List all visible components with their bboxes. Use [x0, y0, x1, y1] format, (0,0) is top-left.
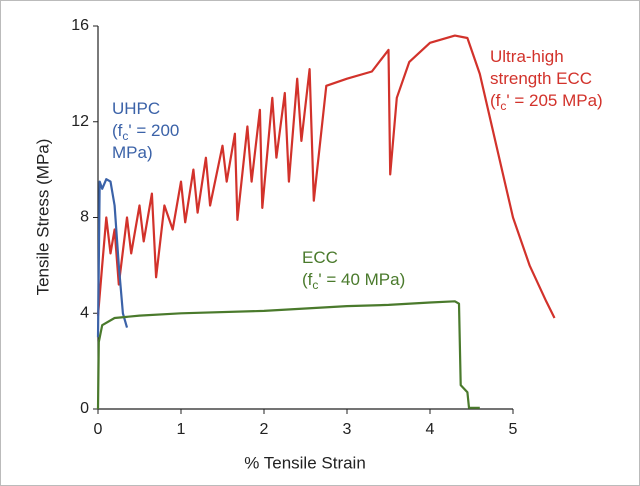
x-tick-label: 5 [509, 421, 518, 438]
annotation-subscript: c [122, 129, 128, 143]
annotation-text: ' = 40 MPa) [318, 270, 405, 289]
y-tick-label: 0 [80, 400, 89, 417]
annotation-text: UHPC [112, 99, 160, 118]
annotation-subscript: c [500, 99, 506, 113]
y-tick-label: 16 [71, 17, 89, 34]
y-tick-label: 8 [80, 209, 89, 226]
annotation-text: (f [112, 121, 123, 140]
annotation: Ultra-high [490, 47, 564, 66]
annotation-subscript: c [312, 278, 318, 292]
annotation-text: Ultra-high [490, 47, 564, 66]
annotation: ECC [302, 248, 338, 267]
x-tick-label: 3 [343, 421, 352, 438]
x-tick-label: 1 [177, 421, 186, 438]
series-line [96, 178, 129, 338]
annotation: strength ECC [490, 69, 592, 88]
y-axis-title: Tensile Stress (MPa) [33, 139, 52, 296]
annotation-text: MPa) [112, 143, 153, 162]
annotation-text: strength ECC [490, 69, 592, 88]
annotation: (fc' = 40 MPa) [302, 270, 405, 292]
annotation-text: ECC [302, 248, 338, 267]
x-tick-label: 0 [94, 421, 103, 438]
annotation: (fc' = 205 MPa) [490, 91, 603, 113]
annotation-text: (f [302, 270, 313, 289]
series-line [96, 34, 556, 319]
annotation: MPa) [112, 143, 153, 162]
x-axis-title: % Tensile Strain [244, 453, 366, 472]
series-line [96, 300, 480, 410]
x-tick-label: 2 [260, 421, 269, 438]
x-tick-label: 4 [426, 421, 435, 438]
annotation: (fc' = 200 [112, 121, 179, 143]
y-tick-label: 4 [80, 304, 89, 321]
annotation: UHPC [112, 99, 160, 118]
annotation-text: (f [490, 91, 501, 110]
annotation-text: ' = 200 [128, 121, 179, 140]
annotation-text: ' = 205 MPa) [506, 91, 602, 110]
y-tick-label: 12 [71, 113, 89, 130]
